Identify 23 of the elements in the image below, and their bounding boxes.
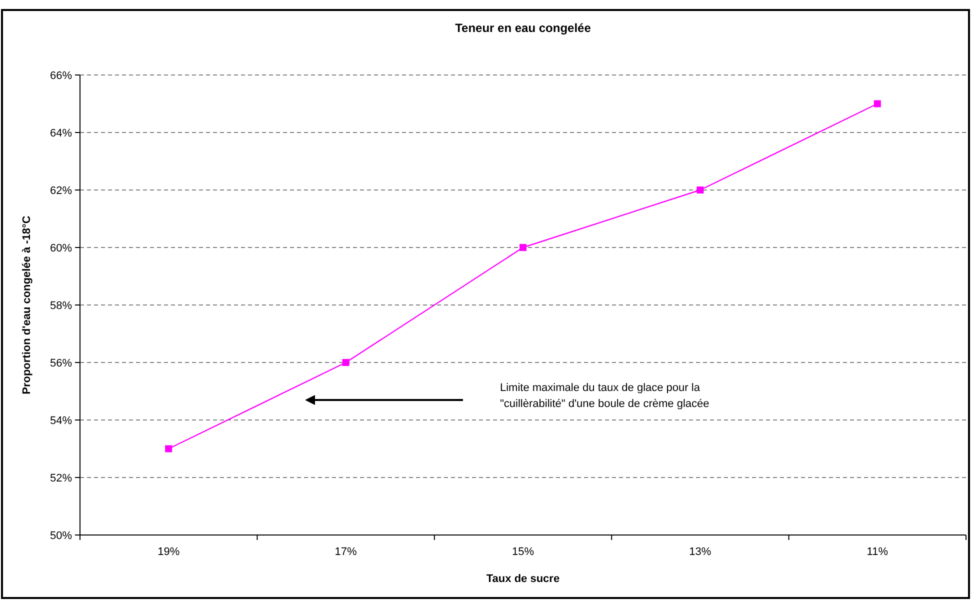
y-tick-label: 66% bbox=[50, 70, 72, 82]
y-tick-label: 50% bbox=[50, 530, 72, 542]
y-tick-label: 52% bbox=[50, 472, 72, 484]
y-tick-label: 58% bbox=[50, 300, 72, 312]
point bbox=[696, 186, 704, 194]
x-tick-label: 13% bbox=[689, 546, 712, 558]
point bbox=[874, 100, 881, 108]
annotation: Limite maximale du taux de glace pour la "cuillèrabilité" d'une boule de crème glacée bbox=[500, 382, 710, 410]
y-tick-label: 56% bbox=[50, 357, 72, 370]
x-tick-label: 19% bbox=[158, 546, 180, 558]
y-axis-title: Proportion d'eau congelée à -18°C bbox=[21, 216, 33, 394]
x-tick-label: 11% bbox=[866, 546, 888, 558]
point bbox=[520, 244, 526, 251]
x-tick-label: 15% bbox=[512, 546, 534, 558]
point bbox=[165, 445, 172, 452]
chart-title: Teneur en eau congelée bbox=[455, 21, 592, 35]
x-axis-title: Taux de sucre bbox=[486, 573, 560, 585]
y-tick-label: 62% bbox=[50, 184, 72, 197]
y-tick-label: 54% bbox=[50, 414, 72, 427]
y-tick-label: 60% bbox=[50, 242, 72, 254]
point bbox=[342, 359, 350, 366]
x-tick-label: 17% bbox=[334, 546, 358, 558]
y-tick-label: 64% bbox=[50, 127, 72, 140]
